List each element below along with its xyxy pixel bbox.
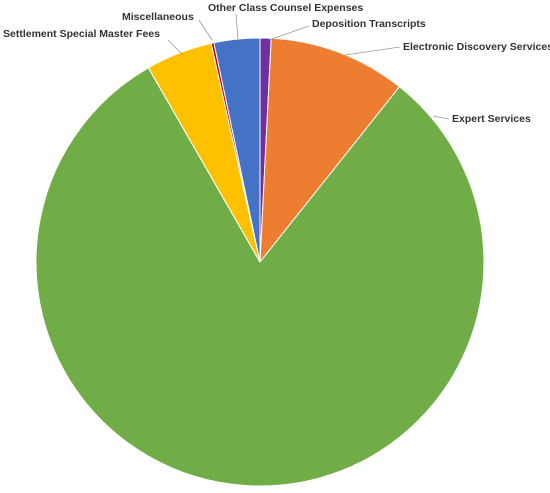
leader-line (167, 39, 183, 55)
leader-line (268, 25, 310, 41)
pie (35, 37, 485, 487)
slice (213, 37, 261, 263)
slice-label: Expert Services (452, 113, 531, 125)
slice-label: Electronic Discovery Services (403, 41, 550, 53)
leader-line (344, 46, 401, 56)
leader-line (235, 13, 239, 40)
slice (35, 67, 485, 487)
labels: Deposition Transcripts Electronic Discove… (3, 2, 550, 125)
slice-label: Deposition Transcripts (312, 18, 426, 30)
slice-label: Miscellaneous (122, 11, 194, 23)
slice-label: Other Class Counsel Expenses (208, 2, 363, 14)
slice (259, 37, 401, 264)
leader-line (198, 19, 213, 41)
slice-label: Settlement Special Master Fees (3, 28, 160, 40)
leader-line (432, 115, 450, 120)
